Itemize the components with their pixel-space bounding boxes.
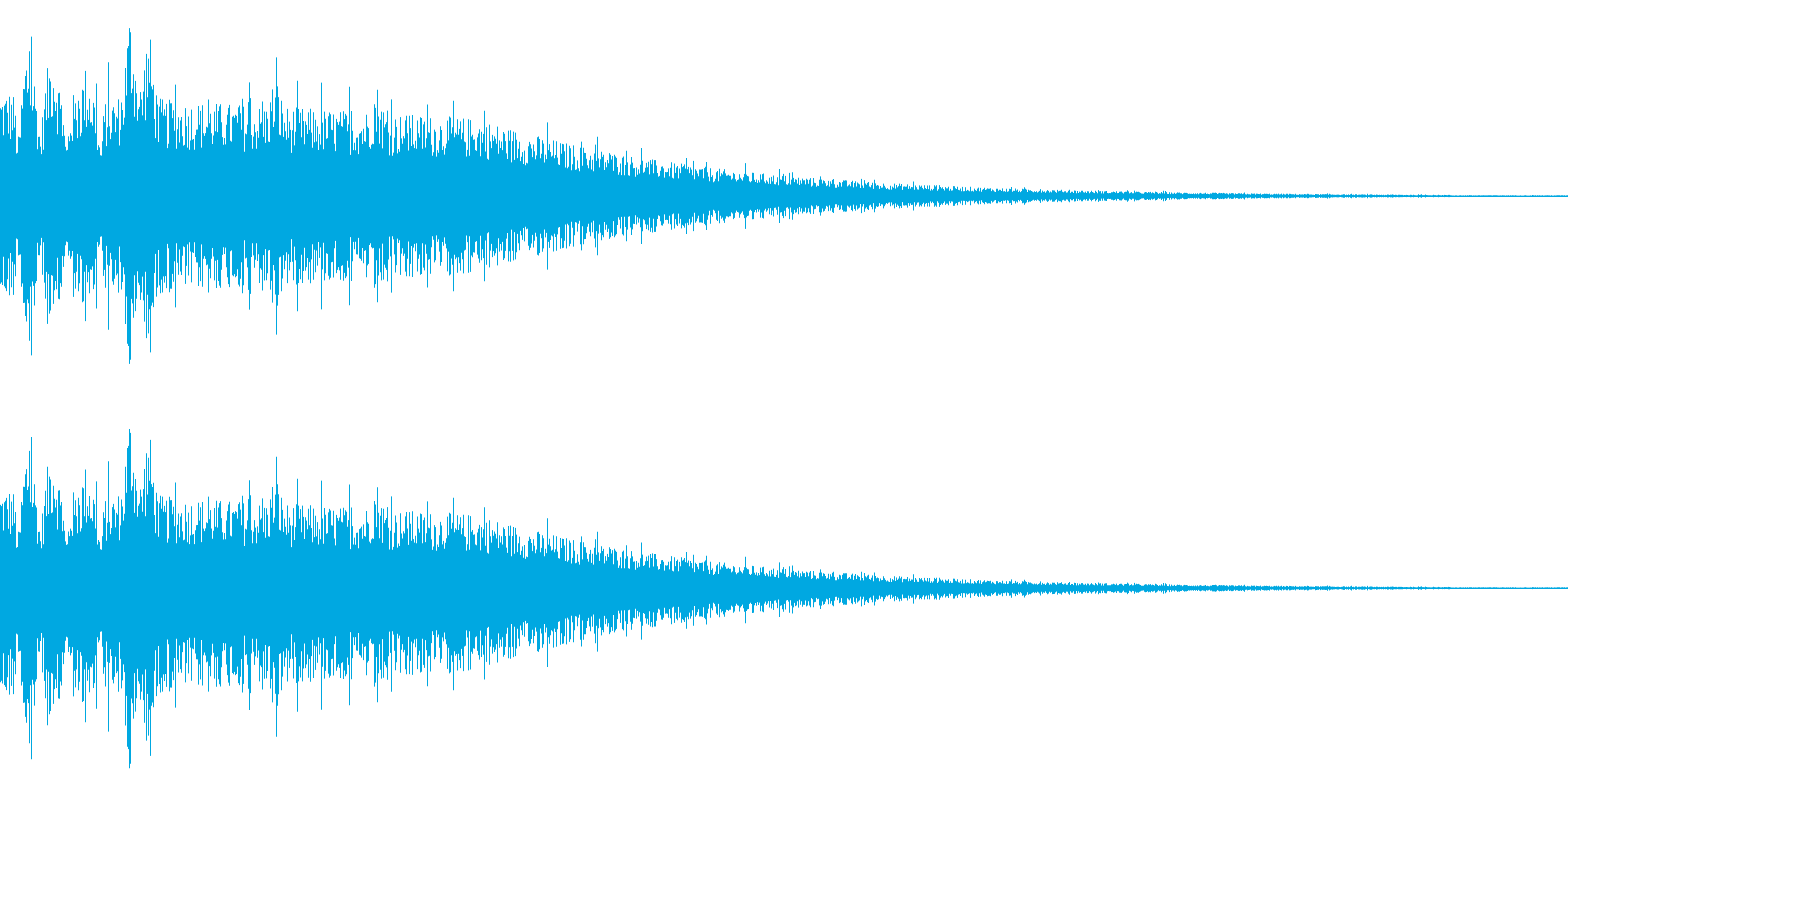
stereo-waveform bbox=[0, 28, 1568, 769]
channel-2-waveform bbox=[0, 429, 1568, 769]
waveform-peaks bbox=[0, 28, 1568, 364]
channel-1-waveform bbox=[0, 28, 1568, 364]
waveform-peaks bbox=[0, 429, 1568, 769]
